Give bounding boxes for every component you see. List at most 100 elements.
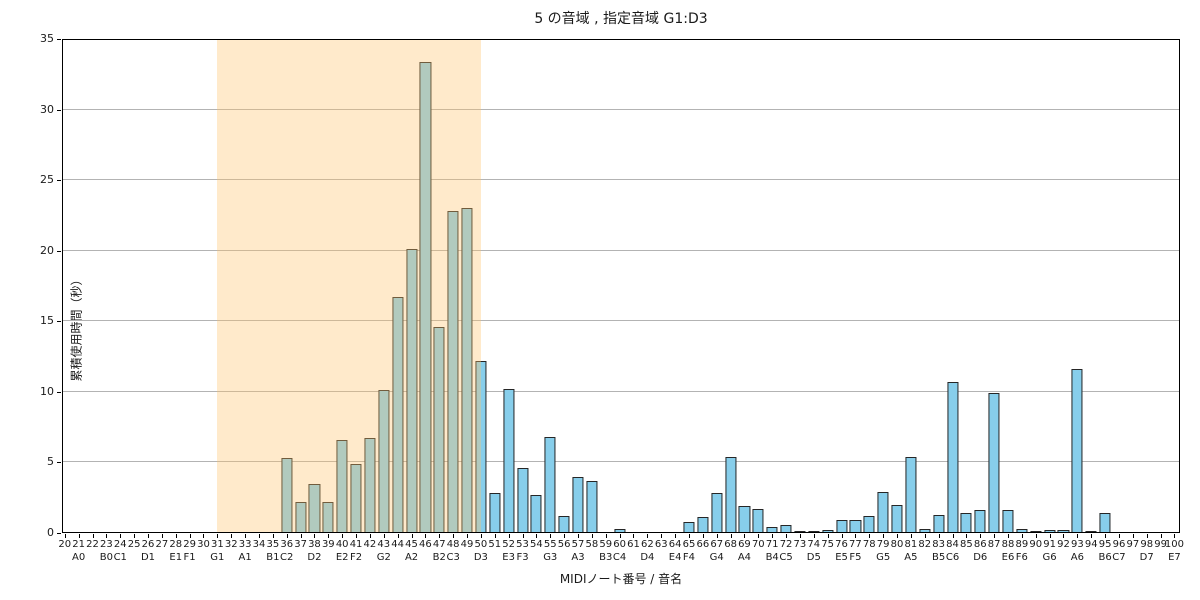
x-tick-label-34: 34 bbox=[252, 539, 266, 550]
x-tick-mark bbox=[467, 534, 469, 538]
y-tick-label-35: 35 bbox=[40, 32, 54, 45]
x-tick-mark bbox=[1146, 534, 1148, 538]
bar-midi-86 bbox=[974, 510, 986, 533]
x-tick-label-44: 44 bbox=[391, 539, 405, 550]
x-tick-mark bbox=[1063, 534, 1065, 538]
note-name-label-E5: E5 bbox=[835, 552, 848, 563]
x-tick-label-22: 22 bbox=[86, 539, 99, 550]
gridline-y-30 bbox=[62, 108, 1180, 110]
x-tick-mark bbox=[744, 534, 746, 538]
x-tick-label-58: 58 bbox=[585, 539, 599, 550]
y-tick-mark bbox=[57, 462, 61, 464]
x-tick-label-99: 99 bbox=[1154, 539, 1167, 550]
x-tick-label-88: 88 bbox=[1001, 539, 1015, 550]
x-tick-mark bbox=[453, 534, 455, 538]
x-tick-mark bbox=[813, 534, 815, 538]
x-tick-label-98: 98 bbox=[1140, 539, 1154, 550]
x-tick-label-27: 27 bbox=[155, 539, 169, 550]
y-tick-label-20: 20 bbox=[40, 243, 54, 257]
x-tick-mark bbox=[1091, 534, 1093, 538]
bar-midi-95 bbox=[1099, 512, 1111, 533]
bar-midi-81 bbox=[905, 456, 917, 533]
x-tick-label-51: 51 bbox=[488, 539, 502, 550]
note-name-label-F4: F4 bbox=[682, 552, 696, 563]
x-tick-label-21: 21 bbox=[72, 539, 86, 550]
x-tick-mark bbox=[494, 534, 496, 538]
x-tick-mark bbox=[78, 534, 80, 538]
x-tick-mark bbox=[716, 534, 718, 538]
note-name-label-E3: E3 bbox=[502, 552, 515, 563]
bar-midi-70 bbox=[752, 509, 764, 533]
x-tick-label-70: 70 bbox=[751, 539, 765, 550]
note-name-label-G4: G4 bbox=[709, 552, 724, 563]
x-tick-label-47: 47 bbox=[432, 539, 446, 550]
bar-midi-90 bbox=[1030, 531, 1042, 533]
note-name-label-C6: C6 bbox=[945, 552, 960, 563]
x-tick-label-33: 33 bbox=[238, 539, 252, 550]
y-tick-mark bbox=[57, 250, 61, 252]
x-tick-label-45: 45 bbox=[405, 539, 418, 550]
y-tick-label-0: 0 bbox=[47, 526, 54, 539]
x-tick-label-30: 30 bbox=[197, 539, 210, 550]
x-tick-label-29: 29 bbox=[183, 539, 196, 550]
x-tick-mark bbox=[1008, 534, 1009, 538]
x-tick-mark bbox=[578, 534, 579, 538]
y-tick-label-10: 10 bbox=[40, 384, 54, 398]
bar-midi-73 bbox=[794, 531, 806, 533]
x-tick-mark bbox=[217, 534, 219, 538]
note-name-label-F2: F2 bbox=[350, 552, 363, 563]
x-tick-label-59: 59 bbox=[599, 539, 613, 550]
note-name-label-D4: D4 bbox=[640, 552, 655, 563]
highlight-region bbox=[217, 39, 481, 533]
chart-title: 5 の音域 , 指定音域 G1:D3 bbox=[534, 11, 708, 27]
bar-midi-87 bbox=[988, 393, 1000, 533]
x-tick-label-68: 68 bbox=[724, 539, 737, 550]
bar-midi-60 bbox=[614, 528, 626, 533]
note-name-label-B6: B6 bbox=[1098, 552, 1112, 563]
x-tick-label-76: 76 bbox=[835, 539, 848, 550]
x-tick-mark bbox=[314, 534, 316, 538]
note-name-label-E7: E7 bbox=[1168, 552, 1181, 563]
x-tick-label-57: 57 bbox=[571, 539, 585, 550]
x-tick-label-81: 81 bbox=[904, 539, 918, 550]
x-tick-label-77: 77 bbox=[849, 539, 862, 550]
x-tick-label-66: 66 bbox=[696, 539, 710, 550]
x-tick-mark bbox=[1035, 534, 1037, 538]
x-tick-label-72: 72 bbox=[779, 539, 793, 550]
y-tick-mark bbox=[57, 180, 61, 182]
x-tick-mark bbox=[994, 534, 996, 538]
note-name-label-E2: E2 bbox=[335, 552, 349, 563]
x-tick-mark bbox=[786, 534, 788, 538]
x-tick-mark bbox=[730, 534, 732, 538]
bar-midi-68 bbox=[725, 456, 737, 533]
note-name-label-C5: C5 bbox=[779, 552, 793, 563]
x-tick-label-85: 85 bbox=[960, 539, 973, 550]
y-tick-label-25: 25 bbox=[40, 173, 54, 187]
y-tick-label-15: 15 bbox=[40, 314, 54, 328]
x-tick-label-38: 38 bbox=[308, 539, 321, 550]
note-name-label-F6: F6 bbox=[1015, 552, 1028, 563]
x-tick-label-78: 78 bbox=[862, 539, 876, 550]
x-tick-label-65: 65 bbox=[682, 539, 696, 550]
x-tick-label-32: 32 bbox=[224, 539, 238, 550]
note-name-label-C3: C3 bbox=[446, 552, 460, 563]
note-name-label-B5: B5 bbox=[932, 552, 946, 563]
bar-midi-92 bbox=[1057, 530, 1070, 533]
note-name-label-D7: D7 bbox=[1139, 552, 1154, 563]
x-tick-mark bbox=[258, 534, 260, 538]
x-tick-mark bbox=[1021, 534, 1023, 538]
plot-area: 累積使用時間（秒） bbox=[62, 39, 1180, 533]
x-tick-label-46: 46 bbox=[419, 539, 432, 550]
x-tick-label-28: 28 bbox=[169, 539, 183, 550]
x-tick-mark bbox=[675, 534, 677, 538]
x-tick-label-31: 31 bbox=[210, 539, 224, 550]
bar-midi-80 bbox=[891, 504, 903, 533]
x-tick-label-84: 84 bbox=[946, 539, 959, 550]
x-tick-label-97: 97 bbox=[1126, 539, 1140, 550]
bar-midi-78 bbox=[863, 516, 875, 533]
x-tick-label-56: 56 bbox=[557, 539, 571, 550]
x-tick-label-49: 49 bbox=[460, 539, 474, 550]
bar-midi-67 bbox=[711, 493, 723, 533]
x-tick-label-36: 36 bbox=[280, 539, 294, 550]
x-tick-mark bbox=[272, 534, 274, 538]
